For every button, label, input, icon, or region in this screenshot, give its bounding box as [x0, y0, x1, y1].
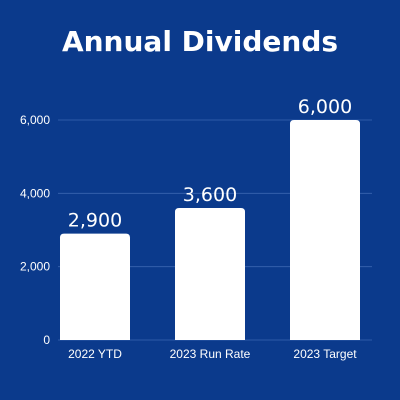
- bar-value-label: 6,000: [298, 96, 352, 118]
- y-tick-label: 4,000: [20, 186, 50, 200]
- bars: [60, 120, 360, 340]
- bar: [290, 120, 360, 340]
- x-tick-label: 2023 Target: [293, 347, 357, 361]
- bar: [175, 208, 245, 340]
- bar-value-label: 2,900: [68, 210, 122, 232]
- value-labels: 2,900 3,600 6,000: [68, 96, 352, 232]
- y-axis-ticks: 0 2,000 4,000 6,000: [20, 113, 50, 347]
- y-tick-label: 6,000: [20, 113, 50, 127]
- bar: [60, 233, 130, 340]
- y-tick-label: 0: [43, 333, 50, 347]
- chart-title: Annual Dividends: [62, 25, 338, 58]
- y-tick-label: 2,000: [20, 260, 50, 274]
- x-tick-label: 2022 YTD: [68, 347, 122, 361]
- x-tick-label: 2023 Run Rate: [170, 347, 251, 361]
- bar-value-label: 3,600: [183, 184, 237, 206]
- x-axis-labels: 2022 YTD 2023 Run Rate 2023 Target: [68, 347, 357, 361]
